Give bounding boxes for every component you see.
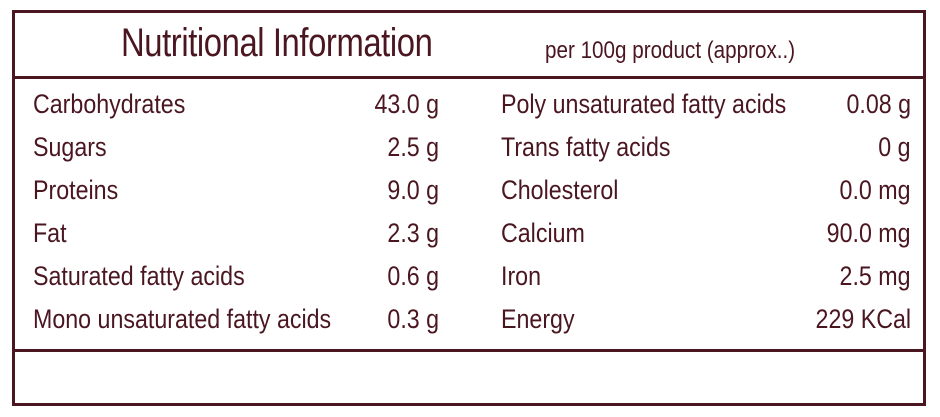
nutrient-row: Saturated fatty acids 0.6 g Iron 2.5 mg bbox=[15, 255, 923, 297]
nutrient-value: 2.3 g bbox=[387, 218, 439, 248]
nutrient-value: 2.5 g bbox=[387, 132, 439, 162]
nutrient-name: Carbohydrates bbox=[33, 89, 186, 119]
nutrient-name: Calcium bbox=[501, 218, 585, 248]
nutrient-name: Sugars bbox=[33, 132, 107, 162]
nutrient-value: 9.0 g bbox=[387, 175, 439, 205]
nutrient-name: Proteins bbox=[33, 175, 119, 205]
nutrient-row: Carbohydrates 43.0 g Poly unsaturated fa… bbox=[15, 83, 923, 125]
nutrient-name: Iron bbox=[501, 261, 542, 291]
nutrition-panel: Nutritional Information per 100g product… bbox=[12, 10, 926, 406]
nutrient-value: 0.0 mg bbox=[840, 175, 911, 205]
nutrient-row: Sugars 2.5 g Trans fatty acids 0 g bbox=[15, 126, 923, 168]
nutrient-value: 2.5 mg bbox=[840, 261, 911, 291]
blank-footer-area bbox=[15, 352, 923, 403]
nutrient-value: 229 KCal bbox=[815, 304, 911, 334]
nutrient-value: 0 g bbox=[878, 132, 911, 162]
nutrient-name: Poly unsaturated fatty acids bbox=[501, 89, 787, 119]
nutrient-row: Mono unsaturated fatty acids 0.3 g Energ… bbox=[15, 298, 923, 340]
nutrient-name: Saturated fatty acids bbox=[33, 261, 245, 291]
nutrient-name: Energy bbox=[501, 304, 575, 334]
nutrient-value: 0.08 g bbox=[846, 89, 911, 119]
nutrient-value: 43.0 g bbox=[374, 89, 439, 119]
panel-subtitle: per 100g product (approx..) bbox=[545, 37, 796, 64]
nutrient-value: 90.0 mg bbox=[827, 218, 911, 248]
panel-header: Nutritional Information per 100g product… bbox=[15, 13, 923, 79]
nutrient-name: Trans fatty acids bbox=[501, 132, 671, 162]
nutrient-row: Proteins 9.0 g Cholesterol 0.0 mg bbox=[15, 169, 923, 211]
nutrient-value: 0.3 g bbox=[387, 304, 439, 334]
nutrient-name: Fat bbox=[33, 218, 67, 248]
panel-title: Nutritional Information bbox=[121, 21, 433, 65]
nutrient-name: Mono unsaturated fatty acids bbox=[33, 304, 332, 334]
nutrient-value: 0.6 g bbox=[387, 261, 439, 291]
nutrient-row: Fat 2.3 g Calcium 90.0 mg bbox=[15, 212, 923, 254]
nutrient-name: Cholesterol bbox=[501, 175, 619, 205]
nutrition-rows: Carbohydrates 43.0 g Poly unsaturated fa… bbox=[15, 79, 923, 352]
